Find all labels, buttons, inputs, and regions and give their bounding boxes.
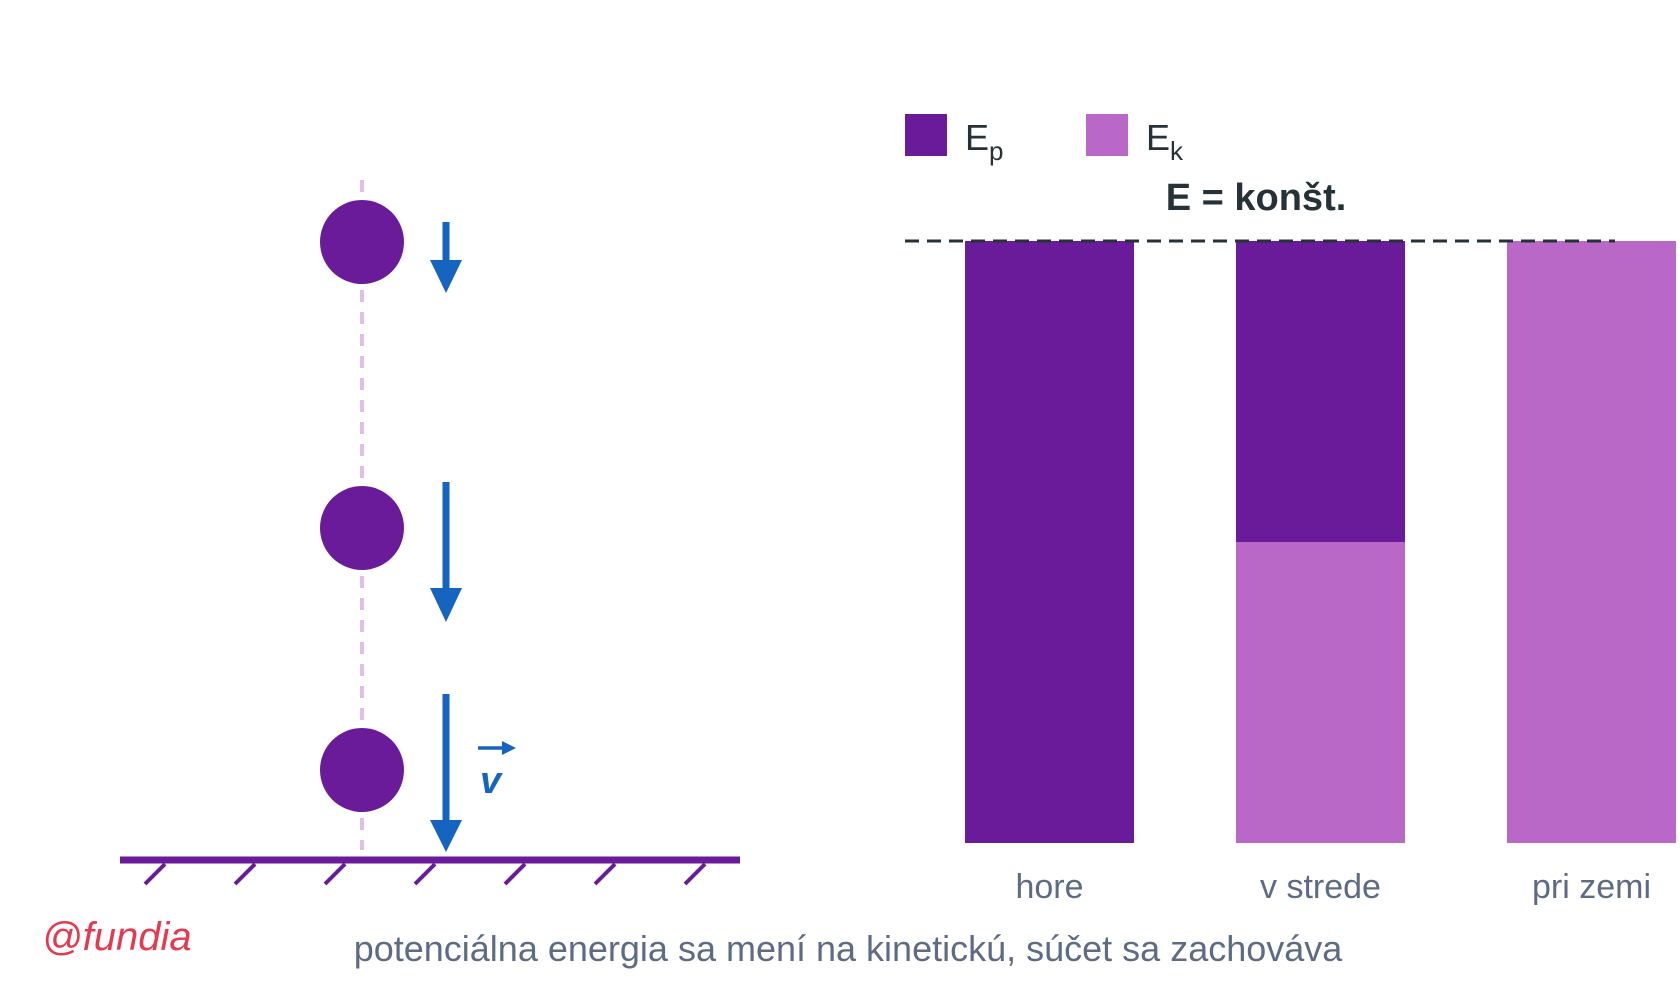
velocity-arrow-top	[430, 222, 462, 293]
bar-ep-2	[1236, 241, 1405, 542]
brand-logo: @fundia	[42, 915, 192, 959]
caption: potenciálna energia sa mení na kinetickú…	[353, 928, 1343, 969]
velocity-arrow-bottom	[430, 694, 462, 852]
ground	[120, 856, 740, 886]
bar-ek-2	[1236, 542, 1405, 843]
bar-ek-3	[1507, 241, 1676, 843]
legend-label-ek: Ek	[1146, 117, 1184, 166]
ball-bottom	[320, 728, 404, 812]
bar-chart: hore v strede pri zemi	[965, 241, 1676, 906]
total-energy-label: E = konšt.	[1166, 177, 1347, 219]
category-label-1: hore	[1015, 868, 1083, 906]
velocity-arrow-middle	[430, 482, 462, 622]
ball-middle	[320, 486, 404, 570]
falling-ball-scene: v	[120, 180, 740, 886]
legend-label-ep: Ep	[965, 117, 1003, 166]
velocity-vector-label: v	[478, 741, 516, 802]
velocity-symbol: v	[480, 760, 503, 802]
legend-swatch-ek	[1086, 114, 1128, 156]
chart-legend: Ep Ek	[905, 114, 1184, 166]
category-label-3: pri zemi	[1532, 868, 1651, 906]
category-label-2: v strede	[1260, 868, 1381, 906]
legend-swatch-ep	[905, 114, 947, 156]
bar-ep-1	[965, 241, 1134, 843]
ball-top	[320, 200, 404, 284]
